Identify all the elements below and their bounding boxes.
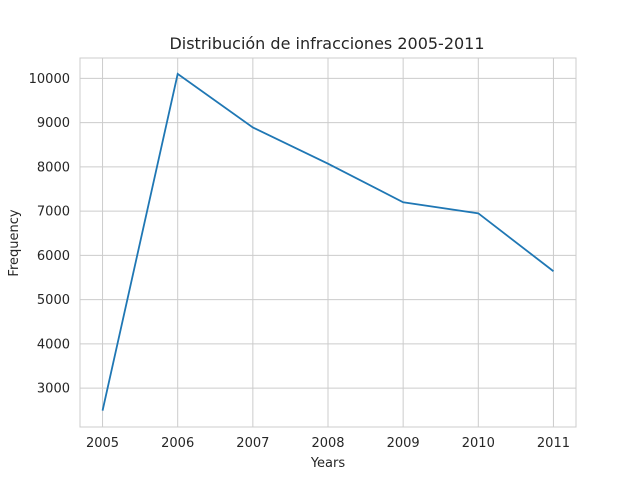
x-tick-label: 2005 [86, 436, 119, 451]
y-axis-ticks: 3000 4000 5000 6000 7000 8000 9000 10000 [29, 72, 70, 397]
y-tick-label: 5000 [37, 293, 70, 308]
y-tick-label: 6000 [37, 249, 70, 264]
y-tick-label: 9000 [37, 116, 70, 131]
y-tick-label: 3000 [37, 382, 70, 397]
x-tick-label: 2006 [161, 436, 194, 451]
y-tick-label: 4000 [37, 337, 70, 352]
grid-lines [80, 58, 576, 427]
x-tick-label: 2008 [311, 436, 344, 451]
series-line [101, 72, 554, 411]
x-axis-label: Years [310, 456, 346, 471]
x-tick-label: 2009 [387, 436, 420, 451]
plot-frame [79, 57, 577, 428]
y-axis-label: Frequency [7, 209, 22, 276]
x-axis-ticks: 2005 2006 2007 2008 2009 2010 2011 [86, 436, 570, 451]
x-tick-label: 2010 [462, 436, 495, 451]
x-tick-label: 2007 [236, 436, 269, 451]
y-tick-label: 8000 [37, 160, 70, 175]
x-tick-label: 2011 [537, 436, 570, 451]
y-tick-label: 7000 [37, 205, 70, 220]
chart-title: Distribución de infracciones 2005-2011 [169, 34, 484, 53]
y-tick-label: 10000 [29, 72, 70, 87]
